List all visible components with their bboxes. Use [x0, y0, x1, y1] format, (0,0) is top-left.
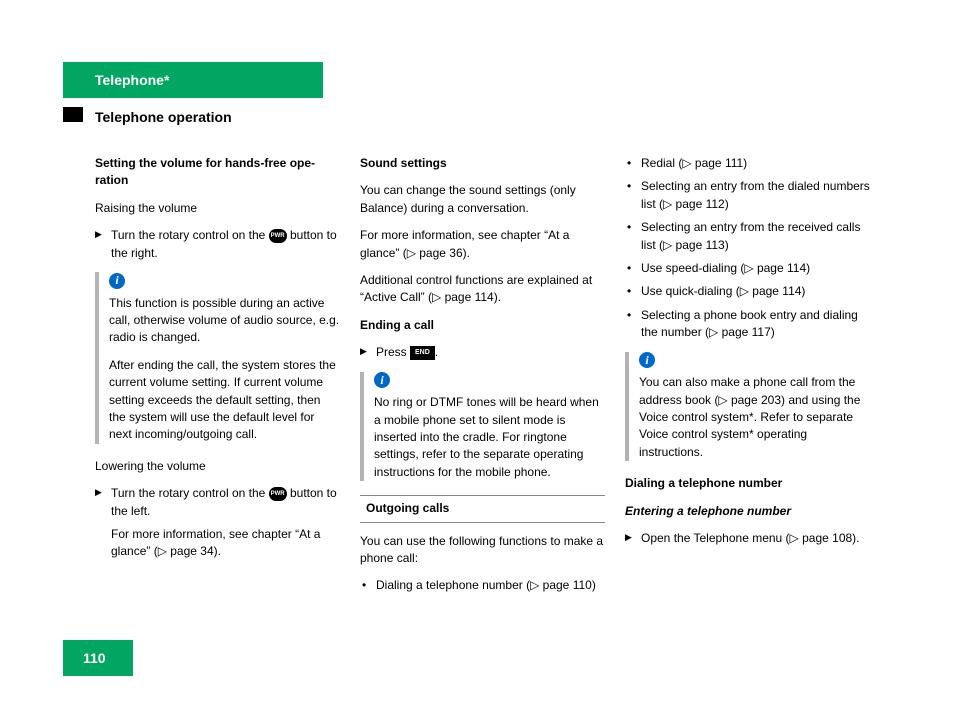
info-note-2: i No ring or DTMF tones will be heard wh…: [360, 372, 605, 482]
info-icon: i: [374, 372, 390, 388]
raise-volume-label: Raising the volume: [95, 200, 340, 217]
section-subtitle: Telephone operation: [95, 107, 232, 127]
tab-marker: [63, 107, 83, 122]
info-icon: i: [109, 273, 125, 289]
page-number-value: 110: [83, 648, 106, 668]
heading-end-call: Ending a call: [360, 317, 605, 334]
heading-volume: Setting the volume for hands-free ope­ra…: [95, 155, 340, 190]
pwr-icon: PWR: [269, 229, 287, 243]
info-text: This function is possible during an acti…: [109, 295, 340, 347]
instruction-open-menu: Open the Telephone menu (▷ page 108).: [625, 530, 870, 547]
instruction-raise: Turn the rotary control on the PWR but­t…: [95, 227, 340, 262]
end-icon: END: [410, 346, 435, 360]
list-item: Use speed-dialing (▷ page 114): [625, 260, 870, 277]
chapter-title: Telephone*: [95, 70, 169, 90]
info-note-1: i This function is possible during an ac…: [95, 272, 340, 444]
list-item: Redial (▷ page 111): [625, 155, 870, 172]
info-text: No ring or DTMF tones will be heard when…: [374, 394, 605, 481]
page-number: 110: [63, 640, 133, 676]
body-text: You can change the sound settings (only …: [360, 182, 605, 217]
body-text: For more information, see chapter “At a …: [360, 227, 605, 262]
chapter-header: Telephone*: [63, 62, 323, 98]
column-2: Sound settings You can change the sound …: [360, 155, 605, 601]
pwr-icon: PWR: [269, 487, 287, 501]
body-text: Additional control functions are explain…: [360, 272, 605, 307]
info-icon: i: [639, 352, 655, 368]
column-1: Setting the volume for hands-free ope­ra…: [95, 155, 340, 571]
list-item: Selecting an entry from the dialed numbe…: [625, 178, 870, 213]
body-text: You can use the following functions to m…: [360, 533, 605, 568]
subheading-entering: Entering a telephone number: [625, 503, 870, 520]
heading-dialing: Dialing a telephone number: [625, 475, 870, 492]
list-item: Selecting a phone book entry and dialing…: [625, 307, 870, 342]
more-info-ref: For more information, see chapter “At a …: [95, 526, 340, 561]
list-item: Use quick-dialing (▷ page 114): [625, 283, 870, 300]
info-text: You can also make a phone call from the …: [639, 374, 870, 461]
heading-sound: Sound settings: [360, 155, 605, 172]
info-note-3: i You can also make a phone call from th…: [625, 352, 870, 462]
list-item: Selecting an entry from the received cal…: [625, 219, 870, 254]
info-text: After ending the call, the system stores…: [109, 357, 340, 444]
lower-volume-label: Lowering the volume: [95, 458, 340, 475]
instruction-end: Press END.: [360, 344, 605, 361]
column-3: Redial (▷ page 111) Selecting an entry f…: [625, 155, 870, 553]
instruction-lower: Turn the rotary control on the PWR but­t…: [95, 485, 340, 520]
section-outgoing: Outgoing calls: [360, 495, 605, 522]
list-item: Dialing a telephone number (▷ page 110): [360, 577, 605, 594]
